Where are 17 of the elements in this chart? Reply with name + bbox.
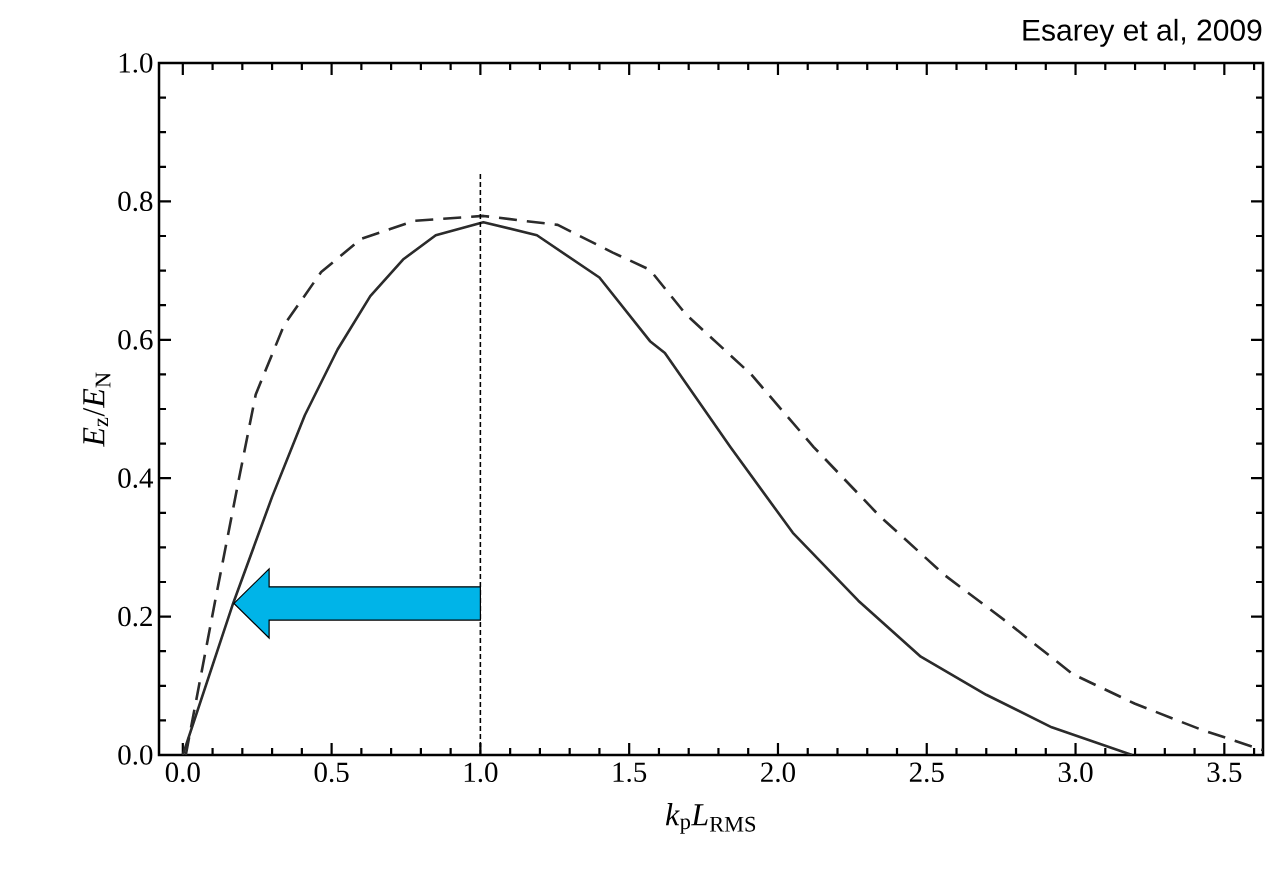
y-tick-label: 0.6 — [118, 329, 153, 350]
x-tick-label: 2.0 — [761, 762, 795, 783]
y-tick-label: 0.0 — [118, 745, 153, 765]
x-tick-label: 1.5 — [613, 762, 647, 783]
x-tick-label: 0.0 — [165, 762, 200, 783]
x-tick-label: 3.5 — [1207, 762, 1242, 783]
y-tick-label: 0.2 — [118, 606, 152, 627]
y-axis-title: E$_{z}$/E$_{N}$ — [83, 372, 111, 447]
x-tick-label: 2.5 — [909, 762, 944, 783]
y-tick-label: 1.0 — [119, 53, 153, 73]
y-tick-label: 0.8 — [118, 191, 153, 212]
text: Esarey et al, 2009 — [1023, 18, 1262, 47]
x-tick-label: 0.5 — [314, 762, 349, 783]
x-tick-label: 1.0 — [464, 762, 498, 783]
y-tick-label: 0.4 — [118, 468, 154, 489]
x-axis-title: k$_{p}$L$_{RMS}$ — [665, 803, 756, 834]
x-tick-label: 3.0 — [1058, 762, 1093, 783]
